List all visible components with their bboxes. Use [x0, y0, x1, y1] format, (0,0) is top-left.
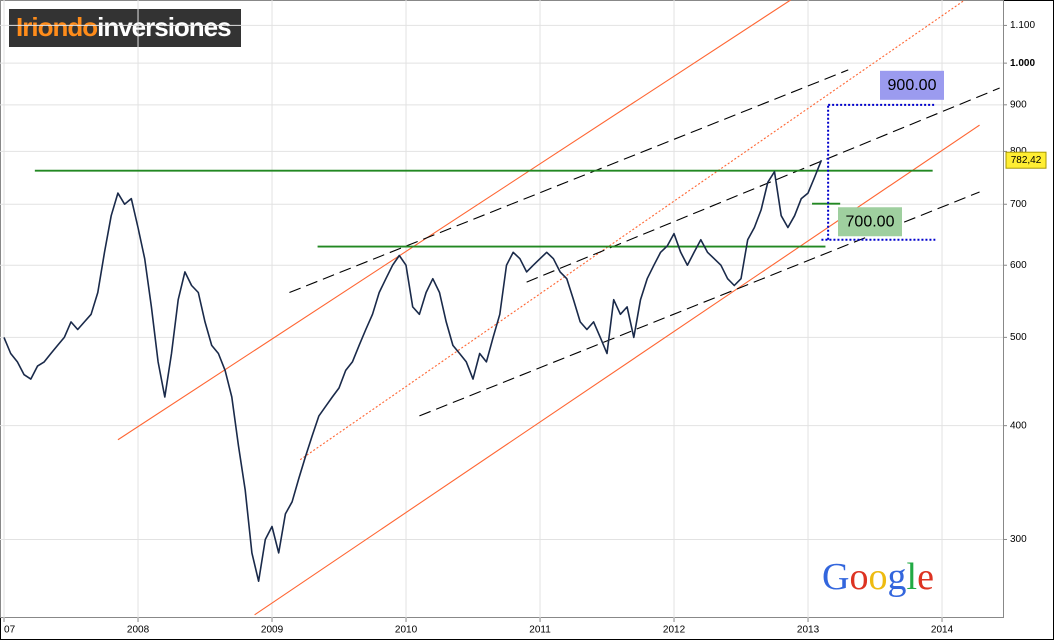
logo-text: Iriondoinversiones [16, 12, 231, 42]
annotation-box [880, 70, 944, 100]
price-line [3, 159, 823, 583]
logo: Iriondoinversiones [9, 9, 241, 47]
annotation-box [838, 207, 902, 237]
watermark-letter: G [822, 556, 849, 598]
price-tag-label: 782,42 [1011, 155, 1042, 166]
y-tick-label: 400 [1010, 420, 1027, 431]
annotation-label: 900.00 [888, 77, 937, 94]
logo-part: inversiones [97, 12, 231, 42]
watermark-letter: o [850, 556, 869, 598]
y-tick-label: 500 [1010, 332, 1027, 343]
x-tick-label: 2008 [127, 625, 150, 636]
plot [0, 0, 1003, 618]
x-tick-label: 2013 [797, 625, 820, 636]
plot-frame [0, 0, 1004, 618]
watermark-letter: g [888, 556, 907, 598]
watermark-letter: l [907, 556, 918, 598]
watermark-letter: e [917, 556, 934, 598]
trend-line [526, 87, 1000, 283]
y-tick-label: 1.100 [1010, 20, 1035, 31]
x-tick-label: 2011 [529, 625, 551, 636]
logo-part: Iriondo [16, 12, 97, 42]
x-tick-label: 2010 [395, 625, 418, 636]
y-tick-label: 900 [1010, 99, 1027, 110]
y-tick-label: 600 [1010, 260, 1027, 271]
trend-line [299, 0, 966, 461]
watermark: Google [822, 556, 934, 598]
trend-line [419, 191, 980, 417]
watermark-letter: o [869, 556, 888, 598]
x-tick-label: 2009 [261, 625, 284, 636]
y-tick-label: 800 [1010, 146, 1027, 157]
trend-line [289, 69, 849, 294]
price-tag [1005, 151, 1047, 169]
annotation-label: 700.00 [846, 213, 895, 230]
trend-line [117, 0, 791, 441]
y-tick-label: 300 [1010, 534, 1027, 545]
trend-line [254, 124, 980, 616]
y-tick-label: 700 [1010, 199, 1027, 210]
x-tick-label: 2012 [663, 625, 686, 636]
y-tick-label: 1.000 [1010, 58, 1035, 69]
logo-box [9, 9, 241, 47]
x-tick-label: 2014 [931, 625, 954, 636]
x-tick-label: 07 [4, 625, 16, 636]
